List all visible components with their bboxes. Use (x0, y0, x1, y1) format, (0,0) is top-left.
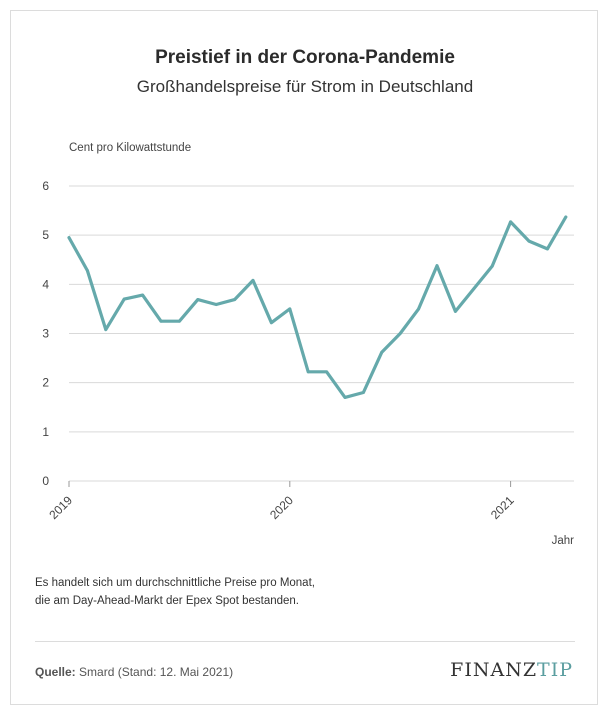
series-layer (67, 215, 568, 399)
data-point-2020-05 (362, 391, 365, 394)
y-tick-label-4: 4 (42, 277, 49, 291)
data-point-2020-09 (435, 264, 439, 268)
data-point-2019-10 (233, 298, 237, 301)
x-tick-label-2020: 2020 (267, 493, 296, 522)
x-tick-label-2019: 2019 (46, 493, 75, 522)
data-point-2019-09 (214, 303, 218, 306)
line-chart: 0 1 2 3 4 5 6 2019 2020 2021 Cent pro Kilowattstu… (42, 142, 575, 547)
tick-labels: 0 1 2 3 4 5 6 2019 2020 2021 (42, 179, 517, 522)
source-citation: Quelle: Smard (Stand: 12. Mai 2021) (35, 665, 233, 679)
data-point-2019-01 (67, 236, 71, 240)
data-point-2020-06 (380, 350, 384, 354)
y-tick-label-2: 2 (42, 376, 49, 390)
data-point-2020-10 (454, 309, 457, 313)
y-axis-label: Cent pro Kilowattstunde (69, 142, 191, 154)
axes (68, 480, 574, 487)
series-line-strompreis (67, 215, 568, 399)
source-text: Smard (Stand: 12. Mai 2021) (79, 665, 234, 679)
data-point-2021-02 (527, 239, 531, 243)
data-point-2019-06 (159, 319, 163, 323)
chart-subtitle: Großhandelspreise für Strom in Deutschla… (136, 77, 474, 96)
y-tick-label-0: 0 (42, 474, 49, 488)
data-point-2020-01 (288, 307, 292, 311)
footnote: Es handelt sich um durchschnittliche Pre… (35, 574, 575, 610)
data-point-2020-07 (398, 332, 402, 335)
data-point-2021-01 (509, 220, 512, 224)
logo-accent: TIP (537, 659, 573, 681)
data-point-2020-08 (417, 307, 420, 311)
footnote-line-2: die am Day-Ahead-Markt der Epex Spot bes… (35, 595, 300, 607)
data-point-2019-12 (270, 321, 273, 325)
divider (35, 641, 575, 642)
y-tick-label-5: 5 (42, 228, 49, 242)
x-tick-label-2021: 2021 (488, 493, 517, 522)
data-point-2019-08 (196, 298, 200, 301)
data-point-2021-04 (564, 215, 568, 219)
source-label: Quelle: (35, 665, 76, 679)
finanztip-logo: FINANZTIP (450, 659, 573, 681)
data-point-2020-02 (306, 370, 310, 374)
data-point-2019-07 (178, 319, 181, 323)
data-point-2020-12 (490, 264, 494, 268)
grid-lines (69, 185, 574, 433)
chart-card: Preistief in der Corona-Pandemie Großhan… (10, 10, 598, 705)
data-point-2020-11 (472, 287, 476, 291)
data-point-2019-05 (141, 293, 145, 297)
y-tick-label-6: 6 (42, 179, 49, 193)
logo-main: FINANZ (450, 659, 538, 681)
data-point-2020-04 (343, 396, 347, 399)
y-tick-label-1: 1 (42, 425, 49, 439)
y-tick-label-3: 3 (42, 327, 49, 341)
data-point-2020-03 (325, 370, 328, 374)
data-point-2021-03 (546, 247, 549, 251)
chart-title: Preistief in der Corona-Pandemie (155, 47, 455, 68)
data-point-2019-02 (86, 269, 89, 272)
data-point-2019-11 (251, 279, 255, 282)
x-axis-label: Jahr (552, 535, 575, 547)
data-point-2019-03 (104, 328, 108, 331)
footnote-line-1: Es handelt sich um durchschnittliche Pre… (35, 577, 315, 589)
data-point-2019-04 (122, 297, 126, 301)
